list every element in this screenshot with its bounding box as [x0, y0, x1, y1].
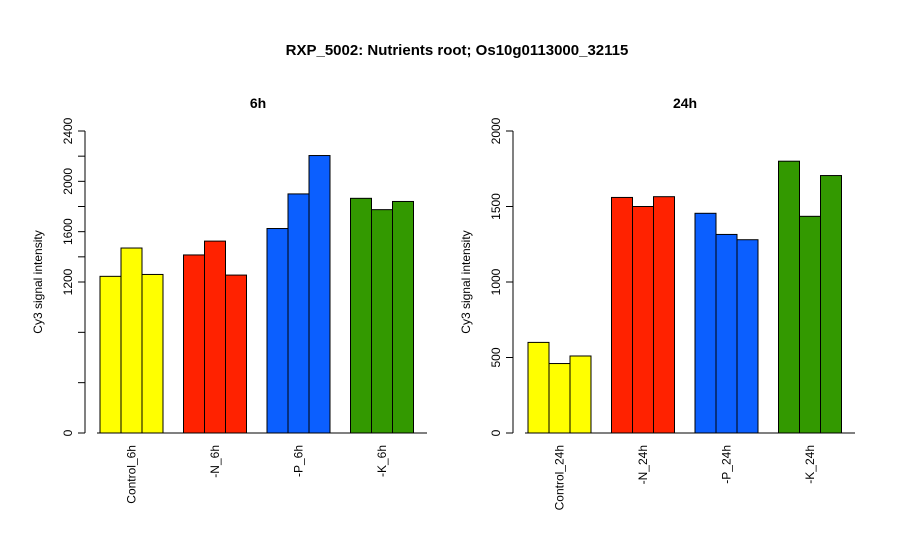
main-title: RXP_5002: Nutrients root; Os10g0113000_3… [286, 42, 629, 59]
y-tick-label: 0 [61, 429, 75, 436]
bar--P_6h-rep1 [266, 228, 289, 434]
x-category-label: -K_24h [803, 445, 817, 484]
bar--K_24h-rep3 [820, 175, 842, 434]
x-category-label: -K_6h [375, 445, 389, 477]
y-tick-label: 500 [489, 347, 503, 367]
y-tick-label: 1000 [489, 268, 503, 295]
y-tick-label: 0 [489, 429, 503, 436]
y-tick-label: 1500 [489, 193, 503, 220]
bar--N_6h-rep1 [183, 254, 205, 434]
y-tick-label: 2400 [61, 117, 75, 144]
bar--K_6h-rep2 [371, 209, 393, 434]
y-axis-label: Cy3 signal intensity [459, 230, 473, 333]
bar-Control_6h-rep1 [99, 275, 122, 434]
panel-title: 24h [673, 95, 697, 111]
bar--P_6h-rep2 [287, 193, 310, 434]
bar--P_24h-rep3 [736, 239, 759, 434]
y-tick-label: 2000 [489, 117, 503, 144]
bar--K_24h-rep1 [778, 160, 800, 434]
y-tick-label: 1600 [61, 218, 75, 245]
bar-Control_24h-rep1 [527, 341, 550, 434]
bar--P_6h-rep3 [308, 155, 331, 434]
x-category-label: -P_6h [292, 445, 306, 477]
x-category-label: -N_6h [208, 445, 222, 478]
panel-24h: 24h Cy3 signal intensity 0 500 1000 1500 2000 C… [459, 95, 855, 510]
bar--P_24h-rep1 [694, 212, 717, 434]
y-axis-label: Cy3 signal intensity [31, 230, 45, 333]
bar--P_24h-rep2 [715, 233, 738, 434]
x-category-label: -P_24h [720, 445, 734, 484]
panel-title: 6h [250, 95, 266, 111]
x-category-label: Control_6h [125, 445, 139, 504]
bar--N_24h-rep3 [653, 196, 675, 434]
bar--N_6h-rep2 [204, 240, 226, 434]
bar--N_6h-rep3 [225, 274, 247, 434]
bar-Control_6h-rep2 [120, 247, 143, 434]
bar-Control_24h-rep3 [569, 355, 592, 434]
x-category-label: Control_24h [553, 445, 567, 510]
bar--K_24h-rep2 [799, 215, 821, 434]
panel-6h: 6h Cy3 signal intensity 0 1200 1600 2000 2400 C… [31, 95, 427, 504]
y-tick-label: 1200 [61, 268, 75, 295]
y-tick-label: 2000 [61, 168, 75, 195]
bar--K_6h-rep3 [392, 200, 414, 434]
bar--N_24h-rep1 [611, 196, 633, 434]
bar-Control_24h-rep2 [548, 363, 571, 434]
bar--K_6h-rep1 [350, 197, 372, 434]
x-category-label: -N_24h [636, 445, 650, 484]
bar-Control_6h-rep3 [141, 273, 164, 434]
bar--N_24h-rep2 [632, 206, 654, 434]
